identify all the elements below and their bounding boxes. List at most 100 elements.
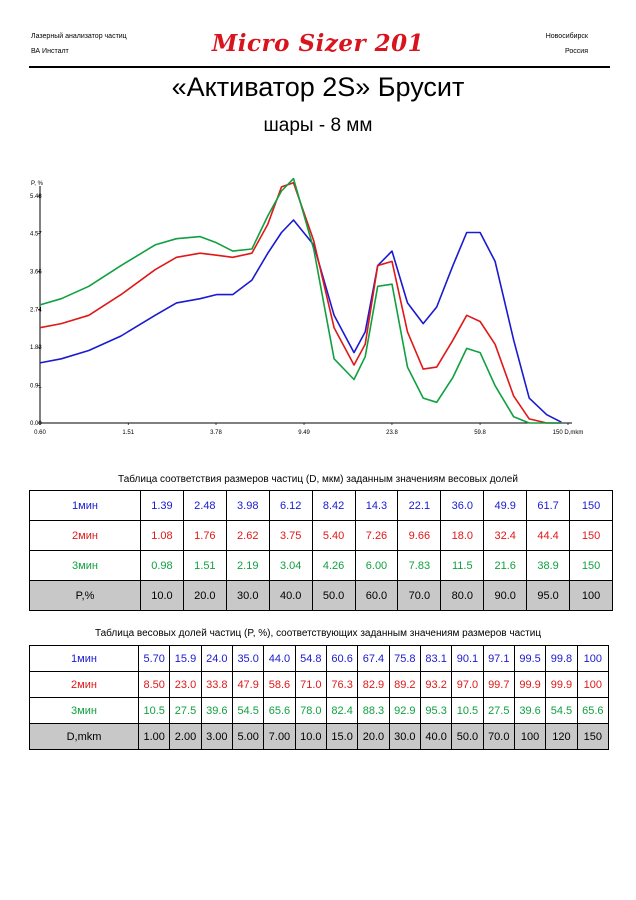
table-cell: 15.0 bbox=[325, 723, 359, 750]
y-tick-label: 4.57 bbox=[30, 232, 42, 238]
row-label: 1мин bbox=[29, 645, 139, 672]
header-device-name: Лазерный анализатор частиц bbox=[31, 33, 127, 40]
table-cell: 120 bbox=[545, 723, 578, 750]
table-cell: 83.1 bbox=[419, 645, 453, 672]
row-label: 3мин bbox=[29, 550, 141, 581]
table-cell: 30.0 bbox=[388, 723, 421, 750]
table-cell: 58.6 bbox=[263, 671, 296, 698]
table-cell: 2.48 bbox=[182, 490, 227, 521]
table-cell: 20.0 bbox=[357, 723, 390, 750]
table-cell: 99.8 bbox=[545, 645, 578, 672]
header-country: Россия bbox=[565, 48, 588, 55]
x-tick-label: 0.60 bbox=[34, 430, 46, 436]
table-cell: 150 bbox=[569, 520, 613, 551]
table1-row: P,% 10.0 20.0 30.0 40.0 50.0 60.0 70.0 80.0 90.0 9… bbox=[29, 580, 613, 611]
table-cell: 47.9 bbox=[231, 671, 265, 698]
table-cell: 20.0 bbox=[182, 580, 227, 611]
table-cell: 49.9 bbox=[483, 490, 528, 521]
table-cell: 11.5 bbox=[440, 550, 485, 581]
table-cell: 1.39 bbox=[140, 490, 184, 521]
table-cell: 10.5 bbox=[137, 697, 171, 724]
table-cell: 60.0 bbox=[354, 580, 399, 611]
table-cell: 18.0 bbox=[440, 520, 485, 551]
table-cell: 5.70 bbox=[137, 645, 171, 672]
x-tick-label: 150 D,mkm bbox=[553, 430, 584, 436]
table-cell: 44.4 bbox=[526, 520, 571, 551]
table-cell: 6.00 bbox=[354, 550, 399, 581]
x-tick-label: 1.51 bbox=[122, 430, 134, 436]
table-cell: 4.26 bbox=[311, 550, 356, 581]
table2-row: 3мин 10.5 27.5 39.6 54.5 65.6 78.0 82.4 88.3 92.9… bbox=[29, 697, 610, 724]
table-cell: 3.75 bbox=[268, 520, 313, 551]
table-cell: 8.42 bbox=[311, 490, 356, 521]
table-cell: 36.0 bbox=[440, 490, 485, 521]
table-cell: 40.0 bbox=[419, 723, 453, 750]
table-cell: 1.08 bbox=[140, 520, 184, 551]
row-label: 1мин bbox=[29, 490, 141, 521]
table-cell: 82.9 bbox=[357, 671, 390, 698]
x-tick-label: 23.8 bbox=[386, 430, 398, 436]
table-cell: 7.26 bbox=[354, 520, 399, 551]
table2-row: 1мин 5.70 15.9 24.0 35.0 44.0 54.8 60.6 67.4 75.8… bbox=[29, 645, 610, 672]
table1-row: 2мин 1.08 1.76 2.62 3.75 5.40 7.26 9.66 18.0 32.4… bbox=[29, 520, 613, 551]
table-cell: 54.5 bbox=[545, 697, 578, 724]
table-cell: 99.9 bbox=[545, 671, 578, 698]
table-cell: 100 bbox=[513, 723, 547, 750]
table-cell: 75.8 bbox=[388, 645, 421, 672]
table-cell: 6.12 bbox=[268, 490, 313, 521]
table-cell: 2.62 bbox=[225, 520, 270, 551]
row-label: P,% bbox=[29, 580, 141, 611]
table-cell: 54.8 bbox=[294, 645, 327, 672]
table-cell: 67.4 bbox=[357, 645, 390, 672]
table-cell: 2.00 bbox=[169, 723, 202, 750]
table-cell: 39.6 bbox=[513, 697, 547, 724]
table-cell: 9.66 bbox=[397, 520, 442, 551]
y-axis-label: P, % bbox=[31, 181, 44, 187]
row-label: 2мин bbox=[29, 671, 139, 698]
table-cell: 14.3 bbox=[354, 490, 399, 521]
row-label: D,mkm bbox=[29, 723, 139, 750]
table-cell: 15.9 bbox=[169, 645, 202, 672]
y-tick-label: 0.91 bbox=[30, 383, 42, 389]
table-cell: 60.6 bbox=[325, 645, 359, 672]
row-label: 3мин bbox=[29, 697, 139, 724]
table2-caption: Таблица весовых долей частиц (P, %), соо… bbox=[94, 628, 542, 639]
table-cell: 27.5 bbox=[482, 697, 515, 724]
table-cell: 54.5 bbox=[231, 697, 265, 724]
page-title: «Активатор 2S» Брусит bbox=[171, 72, 465, 102]
x-tick-label: 3.78 bbox=[210, 430, 222, 436]
table1-caption: Таблица соответствия размеров частиц (D,… bbox=[118, 474, 518, 485]
table-cell: 90.1 bbox=[451, 645, 484, 672]
table-cell: 30.0 bbox=[225, 580, 270, 611]
table1-row: 1мин 1.39 2.48 3.98 6.12 8.42 14.3 22.1 36.0 49.9… bbox=[29, 490, 613, 521]
brand-logo: Micro Sizer 201 bbox=[211, 30, 425, 57]
table-cell: 99.9 bbox=[513, 671, 547, 698]
table-cell: 3.98 bbox=[225, 490, 270, 521]
table-cell: 44.0 bbox=[263, 645, 296, 672]
series-line-3мин bbox=[39, 177, 562, 424]
table2-row: 2мин 8.50 23.0 33.8 47.9 58.6 71.0 76.3 82.9 89.2… bbox=[29, 671, 610, 698]
table-cell: 100 bbox=[576, 671, 610, 698]
table-cell: 88.3 bbox=[357, 697, 390, 724]
table-cell: 3.00 bbox=[200, 723, 233, 750]
page-subtitle: шары - 8 мм bbox=[263, 115, 373, 136]
table-cell: 95.3 bbox=[419, 697, 453, 724]
table-cell: 150 bbox=[569, 490, 613, 521]
table2-row: D,mkm 1.00 2.00 3.00 5.00 7.00 10.0 15.0 20.0 30.… bbox=[29, 723, 610, 750]
table-cell: 39.6 bbox=[200, 697, 233, 724]
size-table: 1мин 1.39 2.48 3.98 6.12 8.42 14.3 22.1 36.0 49.9… bbox=[29, 490, 613, 611]
y-tick-label: 3.66 bbox=[30, 269, 42, 275]
chart-axes: P, % bbox=[31, 181, 572, 424]
y-tick-label: 5.48 bbox=[30, 194, 42, 200]
particle-size-chart: P, % 5.48 4.57 3.66 2.74 1.83 0.91 0.00 0.60 1.5… bbox=[30, 177, 584, 436]
table-cell: 76.3 bbox=[325, 671, 359, 698]
x-tick-label: 59.8 bbox=[474, 430, 486, 436]
table-cell: 99.5 bbox=[513, 645, 547, 672]
table-cell: 82.4 bbox=[325, 697, 359, 724]
table-cell: 3.04 bbox=[268, 550, 313, 581]
table-cell: 10.0 bbox=[140, 580, 184, 611]
y-tick-label: 1.83 bbox=[30, 345, 42, 351]
table-cell: 5.40 bbox=[311, 520, 356, 551]
table-cell: 0.98 bbox=[140, 550, 184, 581]
table-cell: 90.0 bbox=[483, 580, 528, 611]
